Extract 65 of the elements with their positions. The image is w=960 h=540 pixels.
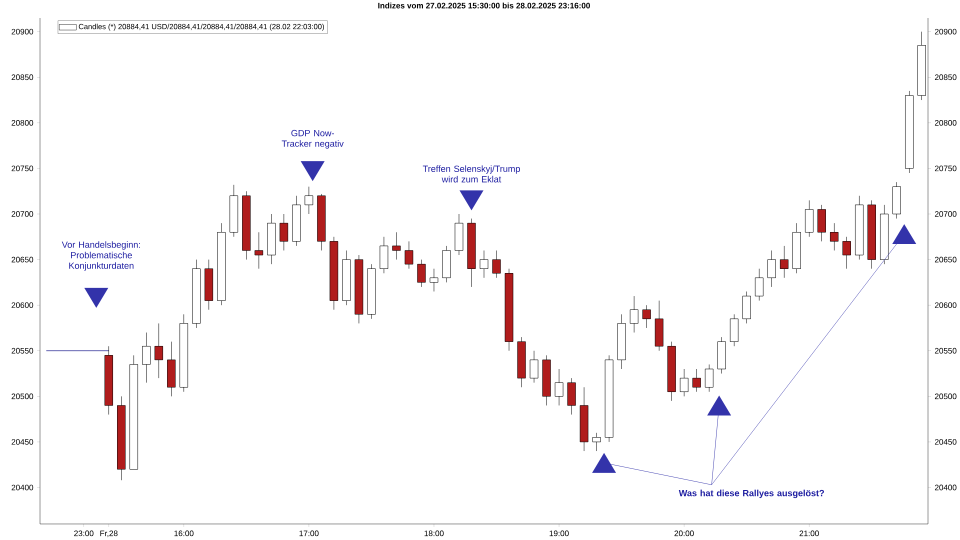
y2-tick-label: 20450 [12,439,34,445]
x-tick-label: 19:00 [550,530,569,536]
y-tick-label: 20400 [934,484,956,490]
candlestick [430,268,438,292]
y2-tick-label: 20750 [12,166,34,172]
annotation: Vor Handelsbeginn: Problematische Konjunkturdaten [62,241,140,271]
y-tick-label: 20450 [934,439,956,445]
y-tick-label: 20600 [934,302,956,308]
y2-tick-label: 20650 [12,256,34,262]
candlestick [154,323,164,378]
candlestick [480,250,488,278]
x-tick-label: 20:00 [674,530,694,536]
candlestick [780,246,788,278]
y-tick-label: 20550 [934,348,956,354]
annotation: GDP Now-Tracker negativ [282,130,344,149]
candlestick [680,368,688,397]
x-tick-label: 21:00 [800,530,819,536]
y-tick-label: 20900 [934,28,956,34]
candlestick [842,236,851,269]
x-tick-label: 18:00 [424,530,444,536]
y2-tick-label: 20900 [12,28,34,34]
candlestick [692,368,701,392]
annotation: Treffen Selenskyj/Trump wird zum Eklat [422,165,520,182]
x-tick-label: 23:00 [74,530,94,536]
candlestick [630,296,638,333]
candlestick [730,314,738,346]
candlestick [592,432,601,452]
chart-title: Indizes vom 27.02.2025 15:30:00 bis 28.02.2025 23:16:00 [378,2,590,8]
candlestick [380,236,388,274]
x-tick-label: Fr,28 [100,530,118,538]
y2-tick-label: 20550 [12,348,34,354]
y-tick-label: 20500 [934,394,956,400]
y2-tick-label: 20600 [12,302,34,308]
candlestick [280,214,288,251]
candlestick [142,332,151,383]
x-tick-label: 16:00 [174,530,194,536]
candlestick [804,200,814,238]
candlestick [392,232,401,260]
y2-tick-label: 20500 [12,394,34,400]
candlestick [567,378,576,415]
candlestick [417,259,426,288]
candlestick [530,350,538,383]
candlestick [767,250,776,288]
candlestick [830,222,838,251]
y-tick-label: 20750 [934,166,956,172]
candlestick [704,364,714,392]
candlestick [404,241,414,269]
y2-tick-label: 20700 [12,211,34,217]
candlestick [492,250,501,278]
y-tick-label: 20850 [934,74,956,80]
y2-tick-label: 20850 [12,74,34,80]
x-tick-label: 17:00 [300,530,319,536]
y-tick-label: 20700 [934,211,956,217]
candlestick [642,304,651,328]
candlestick [304,186,314,214]
candlestick [754,268,764,301]
candlestick [742,291,751,324]
candlestick [817,204,826,242]
y2-tick-label: 20800 [12,120,34,126]
candlestick [554,368,564,406]
y2-tick-label: 20400 [12,484,34,490]
y-tick-label: 20800 [934,120,956,126]
annotation: Was hat diese Rallyes ausgelöst? [678,490,824,498]
y-tick-label: 20650 [934,256,956,262]
candlestick [254,232,264,269]
